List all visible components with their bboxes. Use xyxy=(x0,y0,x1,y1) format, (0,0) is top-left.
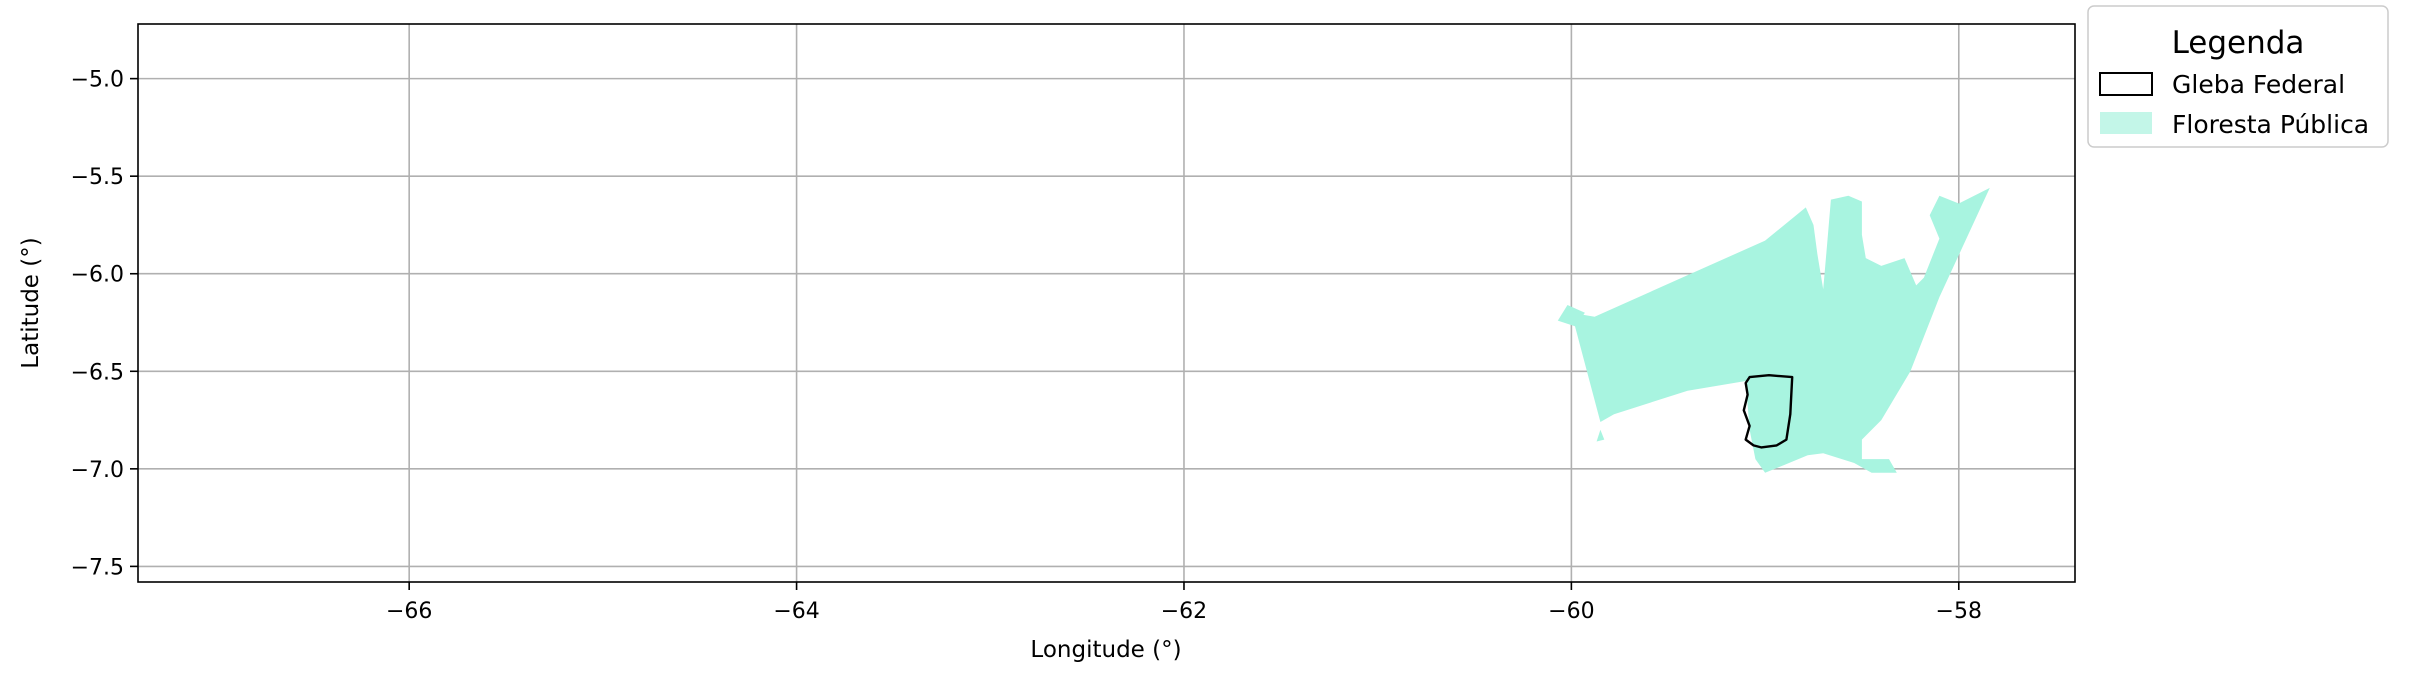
x-axis-label: Longitude (°) xyxy=(1030,637,1181,663)
y-tick-label: −5.5 xyxy=(71,165,124,190)
x-tick-label: −64 xyxy=(773,599,819,624)
y-tick-label: −7.0 xyxy=(71,458,124,483)
legend-label-gleba-federal: Gleba Federal xyxy=(2172,70,2345,99)
legend-title: Legenda xyxy=(2172,25,2305,61)
y-axis-label: Latitude (°) xyxy=(18,237,44,368)
x-tick-label: −62 xyxy=(1161,599,1207,624)
legend-label-floresta-publica: Floresta Pública xyxy=(2172,110,2369,139)
legend-swatch-gleba-federal xyxy=(2100,73,2152,95)
y-tick-label: −5.0 xyxy=(71,68,124,93)
y-tick-label: −7.5 xyxy=(71,555,124,580)
x-tick-label: −58 xyxy=(1936,599,1982,624)
legend: Legenda Gleba Federal Floresta Pública xyxy=(2088,6,2388,147)
y-tick-label: −6.5 xyxy=(71,360,124,385)
legend-swatch-floresta-publica xyxy=(2100,112,2152,134)
plot-area: −66 −64 −62 −60 −58 −5.0 −5.5 −6.0 −6.5 −7.0 −7.5 xyxy=(71,24,2075,624)
x-tick-label: −66 xyxy=(386,599,432,624)
x-tick-label: −60 xyxy=(1548,599,1594,624)
y-tick-label: −6.0 xyxy=(71,263,124,288)
